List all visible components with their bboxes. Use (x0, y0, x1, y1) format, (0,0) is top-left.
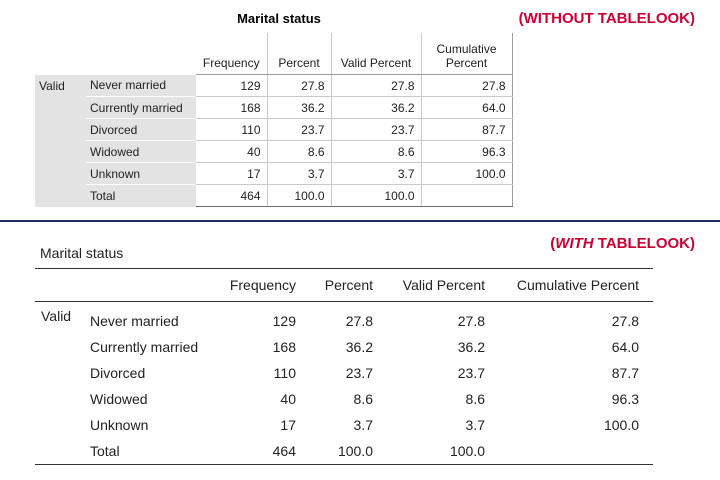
cell-cumulative-percent: 87.7 (421, 118, 513, 141)
cell-valid-percent: 100.0 (449, 443, 485, 459)
cell-percent: 8.6 (353, 391, 373, 407)
cell-valid-percent: 36.2 (457, 339, 485, 355)
note-open-paren: ( (550, 235, 556, 252)
table-row: Widowed 40 8.6 8.6 96.3 (35, 140, 513, 163)
header-corner (86, 33, 196, 75)
note-without-tablelook: (WITHOUT TABLELOOK) (518, 10, 695, 27)
header-corner (35, 33, 86, 75)
table-row: Total 464 100.0 100.0 (35, 438, 653, 465)
table-row: Unknown 17 3.7 3.7 100.0 (35, 412, 653, 438)
header-frequency: Frequency (214, 268, 310, 302)
note-tablelook-word: TABLELOOK) (593, 235, 695, 252)
cell-frequency: 168 (272, 339, 296, 355)
cell-percent: 23.7 (345, 365, 373, 381)
table-row: Valid Never married 129 27.8 27.8 27.8 (35, 74, 513, 207)
row-label: Currently married (86, 96, 196, 119)
cell-frequency: 17 (196, 162, 268, 185)
note-with-tablelook: (WITH TABLELOOK) (550, 235, 695, 252)
cell-percent: 3.7 (353, 417, 373, 433)
table-without-tablelook: Frequency Percent Valid Percent Cumulati… (35, 33, 513, 207)
cell-valid-percent: 8.6 (331, 140, 422, 163)
header-valid-percent: Valid Percent (387, 268, 499, 302)
row-group-label: Valid (41, 308, 72, 324)
row-group-label: Valid (35, 74, 86, 207)
cell-frequency: 110 (196, 118, 268, 141)
cell-frequency: 129 (272, 313, 296, 329)
note-with-word: WITH (555, 235, 594, 252)
cell-valid-percent: 100.0 (331, 184, 422, 207)
row-label: Divorced (90, 365, 146, 381)
cell-percent: 27.8 (345, 313, 373, 329)
cell-cumulative-percent: 100.0 (421, 162, 513, 185)
header-corner (84, 268, 214, 302)
header-percent: Percent (310, 268, 387, 302)
cell-frequency: 129 (196, 74, 268, 97)
row-label: Total (90, 443, 120, 459)
row-label: Unknown (90, 417, 149, 433)
row-label: Divorced (86, 118, 196, 141)
header-percent: Percent (267, 33, 332, 75)
cell-frequency: 464 (272, 443, 296, 459)
cell-cumulative-percent: 96.3 (611, 391, 639, 407)
table-header-row: Frequency Percent Valid Percent Cumulati… (35, 33, 513, 75)
header-cumulative-percent: Cumulative Percent (499, 268, 653, 302)
cell-percent: 100.0 (337, 443, 373, 459)
table-header-row: Frequency Percent Valid Percent Cumulati… (35, 268, 653, 302)
cell-frequency: 17 (280, 417, 296, 433)
header-corner (35, 268, 84, 302)
header-cumulative-percent: Cumulative Percent (421, 33, 513, 75)
cell-valid-percent: 27.8 (331, 74, 422, 97)
cell-cumulative-percent (421, 184, 513, 207)
cell-percent: 8.6 (267, 140, 332, 163)
row-label: Never married (90, 313, 179, 329)
table-with-title: Marital status (40, 245, 124, 261)
row-label: Widowed (90, 391, 148, 407)
cell-valid-percent: 3.7 (465, 417, 485, 433)
cell-cumulative-percent: 96.3 (421, 140, 513, 163)
cell-percent: 27.8 (267, 74, 332, 97)
cell-valid-percent: 8.6 (465, 391, 485, 407)
cell-frequency: 40 (280, 391, 296, 407)
cell-cumulative-percent: 64.0 (421, 96, 513, 119)
cell-valid-percent: 3.7 (331, 162, 422, 185)
cell-cumulative-percent: 27.8 (421, 74, 513, 97)
table-row: Currently married 168 36.2 36.2 64.0 (35, 334, 653, 360)
cell-percent: 100.0 (267, 184, 332, 207)
row-label: Never married (86, 74, 196, 97)
cell-cumulative-percent: 87.7 (611, 365, 639, 381)
cell-frequency: 168 (196, 96, 268, 119)
row-label: Total (86, 184, 196, 207)
cell-frequency: 110 (273, 365, 296, 381)
table-row: Total 464 100.0 100.0 (35, 184, 513, 207)
cell-cumulative-percent: 100.0 (603, 417, 639, 433)
cell-valid-percent: 23.7 (331, 118, 422, 141)
row-label: Unknown (86, 162, 196, 185)
cell-percent: 36.2 (345, 339, 373, 355)
row-label: Widowed (86, 140, 196, 163)
cell-frequency: 464 (196, 184, 268, 207)
row-label: Currently married (90, 339, 199, 355)
header-valid-percent: Valid Percent (331, 33, 422, 75)
cell-percent: 23.7 (267, 118, 332, 141)
cell-cumulative-percent: 64.0 (611, 339, 639, 355)
table-row: Widowed 40 8.6 8.6 96.3 (35, 386, 653, 412)
cell-percent: 3.7 (267, 162, 332, 185)
cell-percent: 36.2 (267, 96, 332, 119)
table-row: Currently married 168 36.2 36.2 64.0 (35, 96, 513, 119)
table-row: Unknown 17 3.7 3.7 100.0 (35, 162, 513, 185)
table-row: Divorced 110 23.7 23.7 87.7 (35, 360, 653, 386)
cell-valid-percent: 23.7 (457, 365, 485, 381)
section-divider (0, 220, 720, 222)
cell-frequency: 40 (196, 140, 268, 163)
table-without-title: Marital status (237, 11, 321, 26)
header-frequency: Frequency (196, 33, 268, 75)
table-with-tablelook: Frequency Percent Valid Percent Cumulati… (35, 268, 653, 465)
table-row: Divorced 110 23.7 23.7 87.7 (35, 118, 513, 141)
cell-cumulative-percent (499, 438, 653, 465)
cell-cumulative-percent: 27.8 (611, 313, 639, 329)
table-row: Valid Never married 129 27.8 27.8 27.8 (35, 302, 653, 335)
cell-valid-percent: 36.2 (331, 96, 422, 119)
cell-valid-percent: 27.8 (457, 313, 485, 329)
